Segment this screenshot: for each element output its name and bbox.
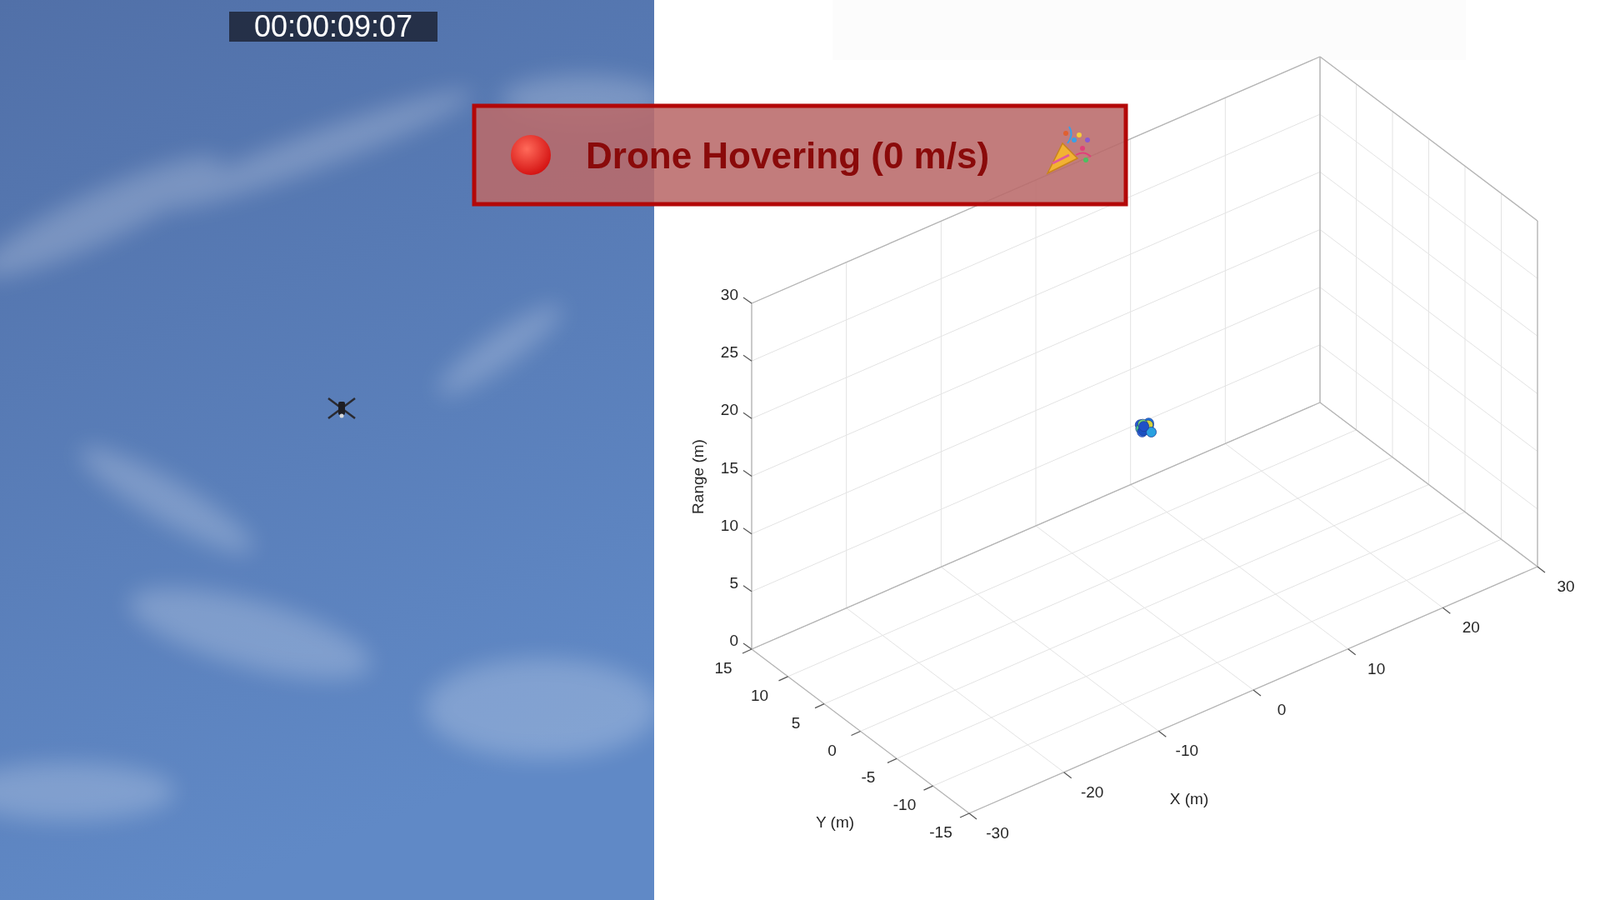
tick-label: -10 — [893, 795, 916, 814]
tick-label: 5 — [791, 714, 801, 732]
grid-line — [751, 649, 970, 814]
drone — [328, 398, 355, 419]
confetti — [1071, 137, 1077, 143]
cloud — [0, 137, 232, 296]
tick-label: -15 — [929, 823, 952, 841]
tick — [960, 813, 970, 818]
cloud — [154, 75, 480, 225]
cloud — [0, 762, 175, 821]
tick — [743, 643, 752, 650]
confetti — [1080, 145, 1085, 151]
tick-label: 0 — [1277, 700, 1287, 719]
tick-label: -20 — [1080, 783, 1104, 801]
tick-label: -30 — [985, 824, 1009, 842]
drone-arm — [328, 398, 355, 419]
cloud — [70, 431, 265, 568]
tick-label: 5 — [729, 574, 739, 592]
tick — [1064, 772, 1072, 779]
drone-light — [340, 414, 345, 419]
axis-edge — [1536, 220, 1538, 567]
tick-label: 0 — [729, 631, 739, 650]
confetti — [1083, 157, 1089, 163]
streamer — [1075, 152, 1091, 157]
cloud — [120, 569, 380, 699]
grid-line — [751, 171, 1320, 419]
banner-text: Drone Hovering (0 m/s) — [585, 135, 990, 176]
cloud — [425, 658, 659, 759]
grid-line — [1320, 56, 1538, 221]
axis-edge — [1319, 56, 1320, 403]
popper-cone — [1047, 143, 1078, 174]
axis-edge — [1320, 402, 1538, 567]
banner-dot — [510, 135, 551, 175]
tick — [743, 412, 752, 419]
axis-edge — [751, 649, 970, 814]
points — [1135, 418, 1156, 438]
tick — [743, 355, 752, 361]
banner-box — [474, 105, 1126, 205]
confetti — [1085, 137, 1090, 143]
header-strip — [832, 0, 1466, 60]
cloud — [429, 293, 571, 407]
tick — [779, 676, 789, 681]
tick-label: 30 — [720, 285, 739, 304]
confetti — [1063, 130, 1069, 136]
tick — [924, 785, 934, 790]
tick-label: 20 — [1462, 618, 1480, 636]
axis-edge — [751, 402, 1320, 650]
axis-edge — [1320, 56, 1538, 221]
streamer — [1067, 126, 1072, 144]
tick — [1158, 730, 1166, 737]
tick — [1537, 566, 1545, 573]
tick-label: 10 — [720, 516, 739, 535]
confetti — [1076, 132, 1082, 138]
timestamp: 00:00:09:07 — [254, 9, 413, 44]
grid-line — [788, 430, 1357, 677]
grid-line — [1537, 220, 1539, 567]
axis-label: Range (m) — [689, 439, 707, 515]
tick — [742, 649, 752, 654]
scene: 00:00:09:07 0 5 10 15 20 25 30 -15 -10 -5 0 5 10 15 -30… — [0, 0, 1600, 900]
tick — [743, 528, 752, 535]
tick-label: 20 — [720, 400, 739, 419]
tick-label: 30 — [1556, 577, 1575, 595]
point — [1139, 421, 1150, 432]
axis-label: Y (m) — [815, 813, 855, 831]
tick — [1442, 607, 1450, 614]
tick-label: 15 — [714, 659, 732, 677]
grid-line — [1320, 56, 1321, 403]
tick-label: 25 — [720, 343, 739, 361]
tick-label: 10 — [750, 686, 769, 705]
tick — [887, 758, 897, 763]
tick — [1253, 690, 1261, 696]
tick-label: -5 — [861, 768, 876, 786]
tick — [743, 585, 752, 592]
tick — [1348, 649, 1356, 655]
party-icon — [1047, 126, 1091, 174]
tick-label: -10 — [1175, 741, 1199, 760]
popper-stripe — [1052, 155, 1070, 164]
tick — [815, 704, 825, 709]
tick — [743, 297, 752, 304]
axis-label: X (m) — [1170, 790, 1209, 808]
drone-body — [338, 401, 345, 415]
drone-arm — [328, 398, 355, 419]
tick-label: 0 — [827, 741, 837, 760]
tick — [743, 470, 752, 477]
tick — [969, 813, 977, 820]
banner: Drone Hovering (0 m/s) — [474, 105, 1126, 205]
tick-label: 10 — [1367, 660, 1385, 678]
grid-line — [1320, 56, 1321, 403]
tick-label: 15 — [720, 459, 739, 477]
axis-edge — [969, 566, 1538, 814]
tick — [851, 731, 861, 736]
